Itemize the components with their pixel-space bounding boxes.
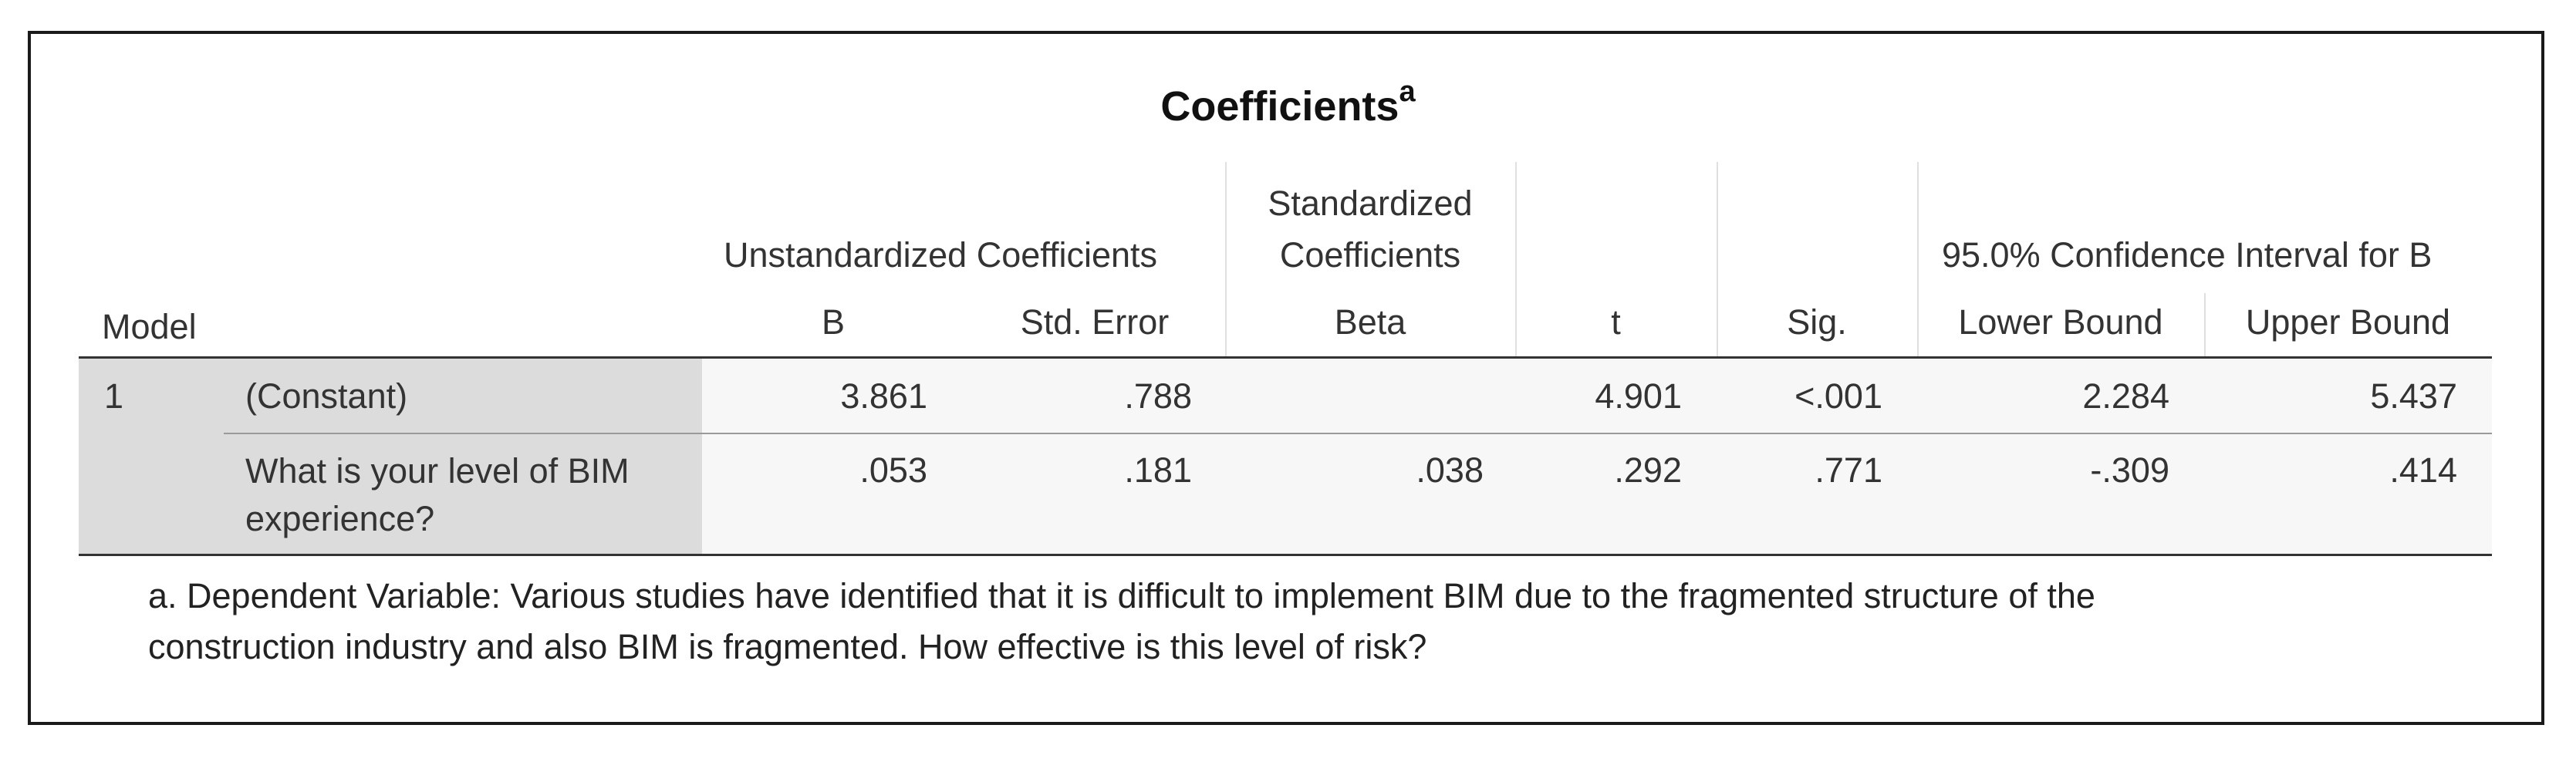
row-divider — [224, 433, 2492, 434]
header-confidence-interval: 95.0% Confidence Interval for B — [1942, 235, 2433, 275]
row2-t: .292 — [1614, 450, 1682, 490]
header-t: t — [1611, 302, 1621, 342]
row2-sig: .771 — [1815, 450, 1882, 490]
row2-label: What is your level of BIM experience? — [245, 451, 630, 538]
header-standardized-line2: Coefficients — [1279, 235, 1461, 275]
header-unstandardized-coefficients: Unstandardized Coefficients — [724, 235, 1157, 275]
row1-upper-bound: 5.437 — [2370, 376, 2457, 416]
row1-sig: <.001 — [1794, 376, 1882, 416]
header-sig: Sig. — [1787, 302, 1847, 342]
table-title: Coefficientsa — [0, 76, 2576, 130]
header-std-error: Std. Error — [1020, 302, 1170, 342]
header-standardized-line1: Standardized — [1268, 184, 1473, 223]
table-bottom-rule — [79, 554, 2492, 556]
row2-beta: .038 — [1416, 450, 1484, 490]
header-b: B — [821, 302, 845, 342]
row1-lower-bound: 2.284 — [2082, 376, 2169, 416]
header-beta: Beta — [1334, 302, 1406, 342]
table-title-text: Coefficients — [1160, 83, 1399, 130]
row-label-shading — [79, 359, 702, 555]
table-footnote: a. Dependent Variable: Various studies h… — [148, 576, 2095, 666]
row1-t: 4.901 — [1595, 376, 1682, 416]
header-lower-bound: Lower Bound — [1958, 302, 2163, 342]
header-bottom-rule — [79, 356, 2492, 359]
table-frame — [28, 31, 2544, 725]
row2-upper-bound: .414 — [2389, 450, 2457, 490]
header-upper-bound: Upper Bound — [2245, 302, 2451, 342]
data-area-background — [702, 359, 2492, 555]
row1-b: 3.861 — [840, 376, 927, 416]
table-title-footnote-marker: a — [1399, 76, 1416, 108]
row2-lower-bound: -.309 — [2090, 450, 2169, 490]
header-model: Model — [102, 307, 197, 346]
row1-label: (Constant) — [245, 376, 408, 416]
row1-std-error: .788 — [1124, 376, 1192, 416]
row2-b: .053 — [859, 450, 927, 490]
row1-model: 1 — [104, 376, 124, 416]
row2-std-error: .181 — [1124, 450, 1192, 490]
